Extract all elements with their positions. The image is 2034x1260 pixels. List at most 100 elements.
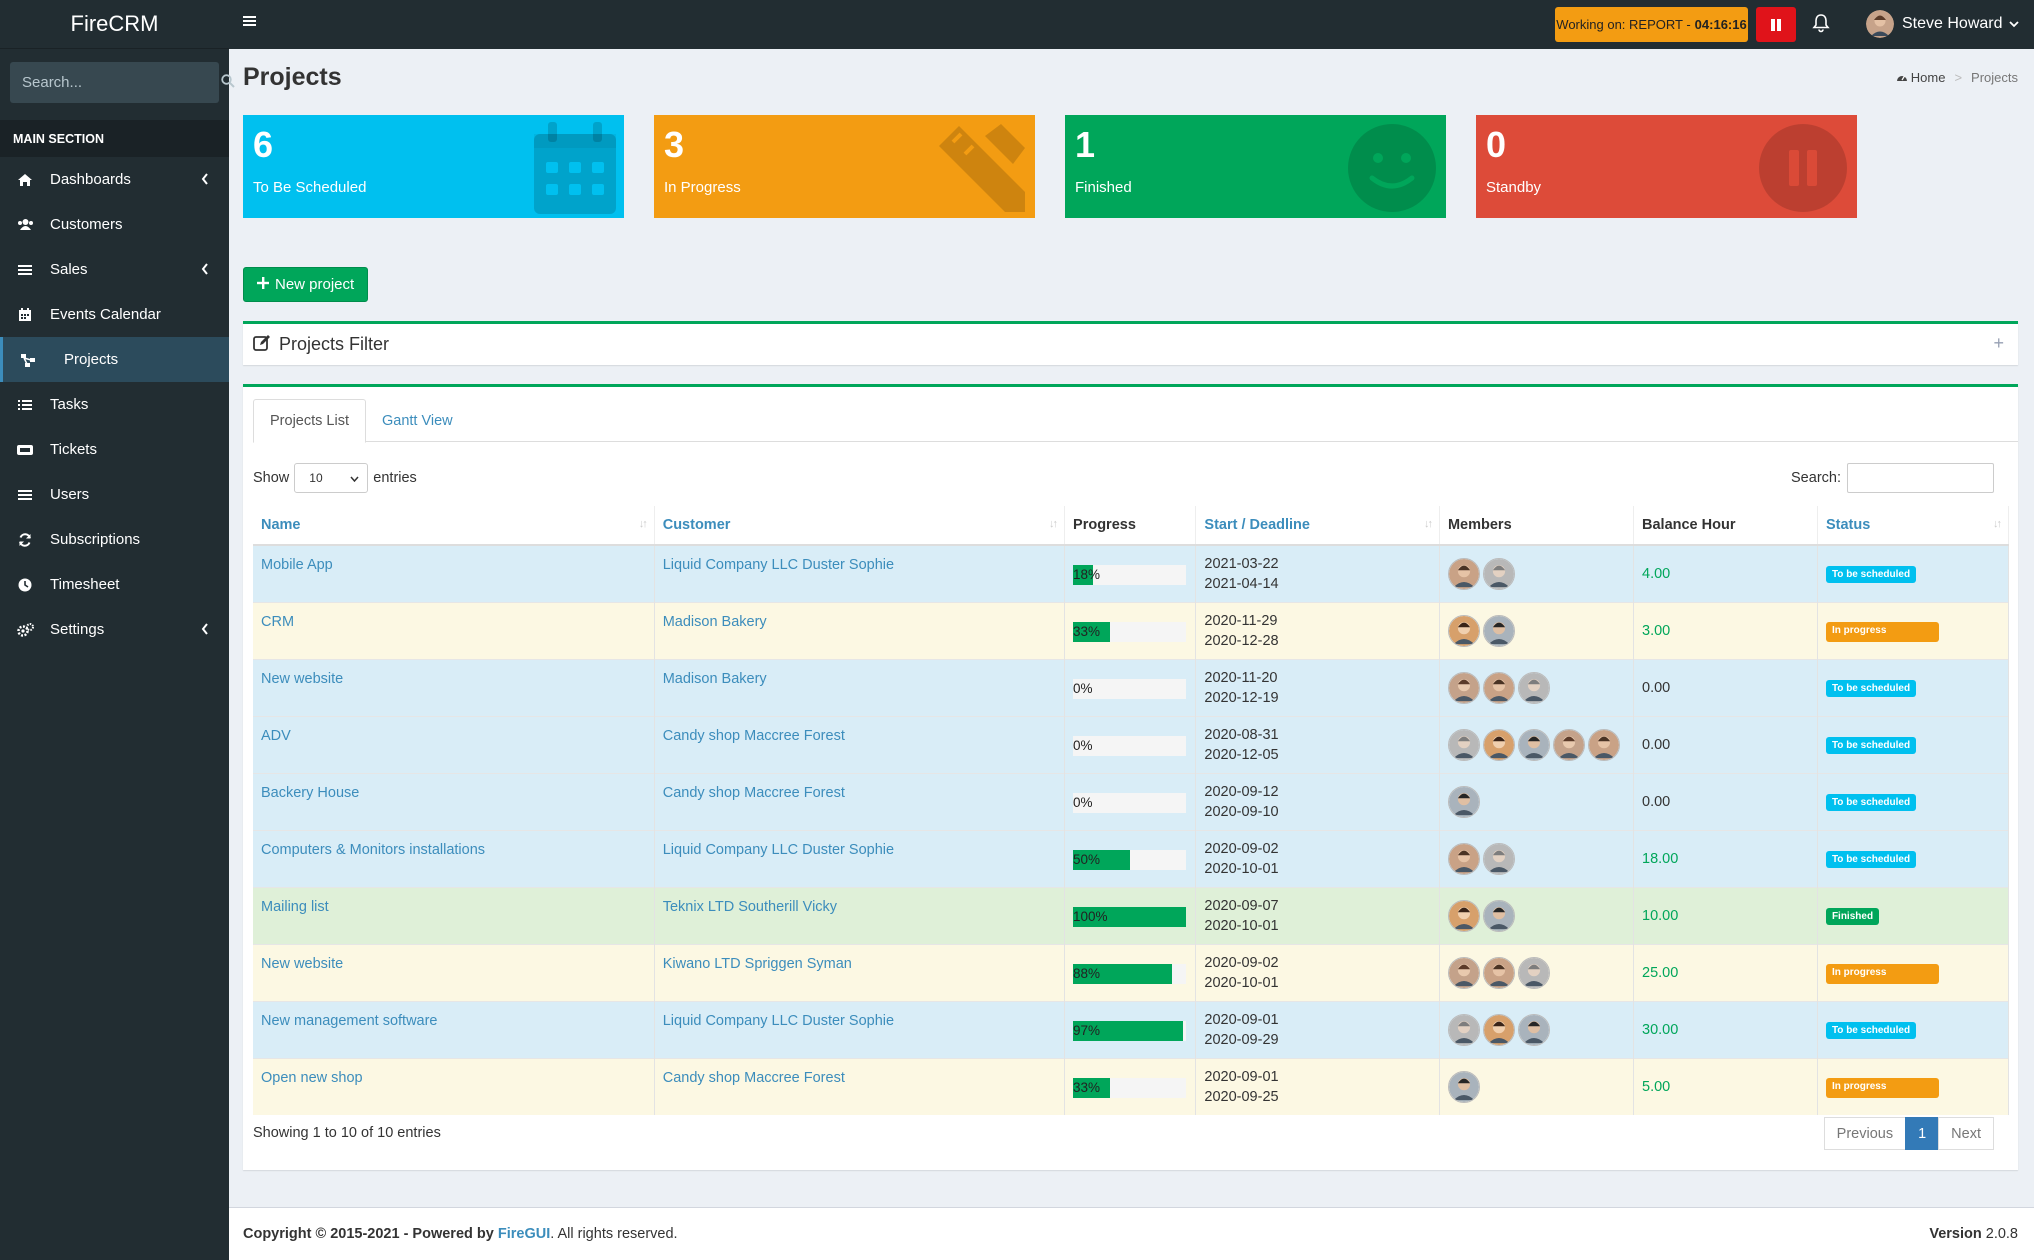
sidebar-item-settings[interactable]: Settings: [0, 607, 229, 652]
member-avatar[interactable]: [1447, 671, 1480, 704]
page-title: Projects: [243, 63, 342, 91]
menu-toggle-icon[interactable]: [243, 14, 257, 32]
member-avatar[interactable]: [1447, 956, 1480, 989]
member-avatar[interactable]: [1482, 614, 1515, 647]
user-menu[interactable]: Steve Howard: [1866, 10, 2019, 38]
stat-finished[interactable]: 1 Finished: [1065, 115, 1446, 218]
sidebar-item-dashboards[interactable]: Dashboards: [0, 157, 229, 202]
customer-link[interactable]: Liquid Company LLC Duster Sophie: [662, 841, 895, 858]
project-name-link[interactable]: Mailing list: [261, 898, 329, 915]
column-header-start-deadline[interactable]: Start / Deadline ↓↑: [1195, 506, 1440, 546]
member-avatar[interactable]: [1447, 1013, 1480, 1046]
project-name-link[interactable]: Computers & Monitors installations: [261, 841, 486, 858]
member-avatar[interactable]: [1482, 557, 1515, 590]
sidebar-item-projects[interactable]: Projects: [0, 337, 229, 382]
customer-link[interactable]: Candy shop Maccree Forest: [662, 784, 845, 801]
stat-in-progress[interactable]: 3 In Progress: [654, 115, 1035, 218]
column-header-status[interactable]: Status ↓↑: [1817, 506, 2010, 546]
app-logo[interactable]: FireCRM: [0, 0, 229, 49]
customer-link[interactable]: Candy shop Maccree Forest: [662, 727, 845, 744]
member-avatar[interactable]: [1517, 671, 1550, 704]
stat-standby[interactable]: 0 Standby: [1476, 115, 1857, 218]
table-search-label: Search:: [1791, 470, 1841, 486]
tab-gantt-view[interactable]: Gantt View: [381, 412, 453, 429]
breadcrumb-current: Projects: [1971, 70, 2018, 85]
stat-label: In Progress: [664, 179, 741, 196]
customer-link[interactable]: Kiwano LTD Spriggen Syman: [662, 955, 852, 972]
customer-link[interactable]: Candy shop Maccree Forest: [662, 1069, 845, 1086]
sidebar-item-customers[interactable]: Customers: [0, 202, 229, 247]
member-avatar[interactable]: [1482, 956, 1515, 989]
customer-link[interactable]: Liquid Company LLC Duster Sophie: [662, 1012, 895, 1029]
previous-page-button[interactable]: Previous: [1823, 1117, 1907, 1150]
next-page-button[interactable]: Next: [1938, 1117, 1994, 1150]
calendar-icon: [15, 307, 35, 322]
progress-bar: 0%: [1073, 735, 1187, 756]
table-search-input[interactable]: [1847, 463, 1994, 493]
projects-table-body: Mobile App Liquid Company LLC Duster Soph…: [253, 544, 2010, 1115]
column-header-customer[interactable]: Customer ↓↑: [654, 506, 1066, 546]
member-avatar[interactable]: [1447, 557, 1480, 590]
project-name-link[interactable]: New website: [261, 670, 344, 687]
sidebar-item-tasks[interactable]: Tasks: [0, 382, 229, 427]
bell-icon[interactable]: [1812, 13, 1830, 37]
customer-link[interactable]: Liquid Company LLC Duster Sophie: [662, 557, 895, 573]
member-avatar[interactable]: [1517, 956, 1550, 989]
footer-version-value: 2.0.8: [1985, 1226, 2018, 1242]
member-avatar[interactable]: [1482, 671, 1515, 704]
member-avatar[interactable]: [1552, 728, 1585, 761]
sidebar-search-input[interactable]: [22, 74, 221, 91]
project-name-link[interactable]: Backery House: [261, 784, 360, 801]
sidebar-item-users[interactable]: Users: [0, 472, 229, 517]
sidebar-item-timesheet[interactable]: Timesheet: [0, 562, 229, 607]
search-icon[interactable]: [221, 73, 235, 92]
page-length-control: Show 10 entries: [253, 463, 417, 493]
entries-select[interactable]: 10: [294, 463, 369, 493]
tab-projects-list[interactable]: Projects List: [253, 399, 366, 443]
customer-link[interactable]: Teknix LTD Southerill Vicky: [662, 898, 838, 915]
sidebar-item-tickets[interactable]: Tickets: [0, 427, 229, 472]
member-avatar[interactable]: [1482, 1013, 1515, 1046]
column-header-label: Name: [261, 517, 301, 533]
pagination: Previous 1 Next: [1823, 1117, 1994, 1150]
member-avatar[interactable]: [1447, 614, 1480, 647]
member-avatar[interactable]: [1482, 842, 1515, 875]
member-avatar[interactable]: [1482, 899, 1515, 932]
column-header-name[interactable]: Name ↓↑: [253, 506, 655, 546]
column-header-label: Status: [1825, 517, 1871, 533]
status-badge: To be scheduled: [1825, 793, 1917, 811]
progress-bar-fill: [1073, 906, 1187, 927]
new-project-button[interactable]: New project: [243, 267, 369, 302]
member-avatar[interactable]: [1447, 899, 1480, 932]
member-avatar[interactable]: [1517, 1013, 1550, 1046]
member-avatar[interactable]: [1447, 842, 1480, 875]
status-badge: To be scheduled: [1825, 1021, 1917, 1039]
customer-link[interactable]: Madison Bakery: [662, 613, 767, 630]
page-button-current[interactable]: 1: [1905, 1117, 1940, 1150]
pause-timer-button[interactable]: [1756, 7, 1796, 42]
expand-icon[interactable]: +: [1993, 333, 2004, 353]
project-name-link[interactable]: New management software: [261, 1012, 438, 1029]
stat-to-be-scheduled[interactable]: 6 To Be Scheduled: [243, 115, 624, 218]
customer-link[interactable]: Madison Bakery: [662, 670, 767, 687]
sidebar-item-subscriptions[interactable]: Subscriptions: [0, 517, 229, 562]
balance-hour: 10.00: [1642, 907, 1679, 924]
member-avatar[interactable]: [1587, 728, 1620, 761]
project-name-link[interactable]: Mobile App: [261, 557, 333, 573]
member-avatar[interactable]: [1447, 1070, 1480, 1103]
sidebar-item-events-calendar[interactable]: Events Calendar: [0, 292, 229, 337]
pause-icon: [1771, 18, 1781, 31]
member-avatar[interactable]: [1447, 785, 1480, 818]
working-on-timer[interactable]: Working on: REPORT - 04:16:16: [1555, 7, 1748, 42]
member-avatar[interactable]: [1482, 728, 1515, 761]
member-avatar[interactable]: [1517, 728, 1550, 761]
footer-brand-link[interactable]: FireGUI: [497, 1226, 551, 1242]
project-name-link[interactable]: CRM: [261, 613, 295, 630]
member-avatar[interactable]: [1447, 728, 1480, 761]
project-name-link[interactable]: ADV: [261, 727, 291, 744]
project-name-link[interactable]: New website: [261, 955, 344, 972]
progress-bar-fill: [1073, 963, 1173, 984]
sidebar-item-sales[interactable]: Sales: [0, 247, 229, 292]
project-name-link[interactable]: Open new shop: [261, 1069, 363, 1086]
breadcrumb-home[interactable]: Home: [1896, 70, 1945, 85]
